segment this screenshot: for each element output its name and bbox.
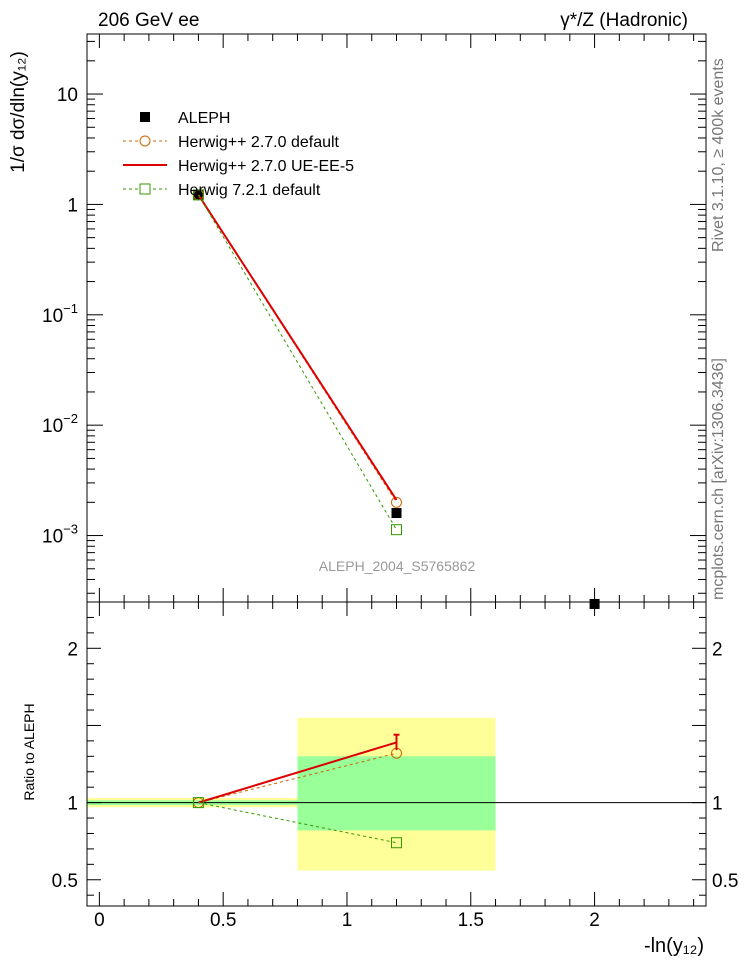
- x-tick-label: 2: [589, 910, 600, 931]
- legend-marker-circle: [139, 135, 151, 147]
- analysis-id: ALEPH_2004_S5765862: [319, 558, 476, 574]
- rivet-version: Rivet 3.1.10, ≥ 400k events: [710, 58, 727, 252]
- legend: ALEPH Herwig++ 2.7.0 default Herwig++ 2.7.…: [123, 110, 354, 199]
- ratio-y-tick-label: 0.5: [52, 871, 78, 892]
- legend-label: Herwig++ 2.7.0 default: [178, 134, 340, 151]
- ratio-panel: 0 0.5 1 1.5 2 0.5 0.5 1 1 2 2: [52, 601, 738, 931]
- ratio-y-tick-label: 1: [67, 794, 78, 815]
- header-left: 206 GeV ee: [98, 10, 199, 31]
- data-point-square: [391, 837, 402, 849]
- ratio-ylabel: Ratio to ALEPH: [21, 703, 37, 800]
- series-line: [197, 194, 398, 501]
- ratio-xlabel: -ln(y₁₂): [644, 935, 704, 957]
- data-point-square: [192, 189, 204, 201]
- x-tick-label: 1: [342, 910, 353, 931]
- series-line: [198, 741, 397, 804]
- y-tick-label: 10−3: [42, 522, 78, 548]
- ratio-y-tick-label-right: 0.5: [712, 871, 738, 892]
- y-tick-label: 10−2: [42, 411, 78, 437]
- data-point-aleph: [391, 508, 402, 519]
- mcplots-reference: mcplots.cern.ch [arXiv:1306.3436]: [710, 358, 727, 600]
- data-point-square: [192, 797, 204, 809]
- legend-label: Herwig 7.2.1 default: [178, 182, 321, 199]
- series-line: [198, 752, 397, 804]
- y-tick-label: 1: [67, 195, 78, 216]
- data-point-square: [391, 524, 402, 536]
- ratio-y-tick-label-right: 1: [712, 794, 723, 815]
- legend-marker-square: [139, 183, 151, 195]
- x-tick-label: 0.5: [210, 910, 236, 931]
- uncertainty-band-green: [297, 756, 496, 831]
- y-tick-label: 10−1: [42, 301, 78, 327]
- legend-marker-aleph: [140, 112, 150, 122]
- data-point-circle: [391, 496, 402, 508]
- header-right: γ*/Z (Hadronic): [560, 10, 688, 31]
- ratio-y-tick-label: 2: [67, 639, 78, 660]
- legend-label: ALEPH: [178, 110, 230, 127]
- main-ylabel: 1/σ dσ/dln(y₁₂): [8, 51, 29, 173]
- y-tick-label: 10: [57, 85, 78, 106]
- series-line: [198, 802, 397, 844]
- x-tick-label: 1.5: [458, 910, 484, 931]
- legend-label: Herwig++ 2.7.0 UE-EE-5: [178, 158, 354, 175]
- series-line: [197, 194, 397, 530]
- ratio-y-tick-label-right: 2: [712, 639, 723, 660]
- x-tick-label: 0: [94, 910, 105, 931]
